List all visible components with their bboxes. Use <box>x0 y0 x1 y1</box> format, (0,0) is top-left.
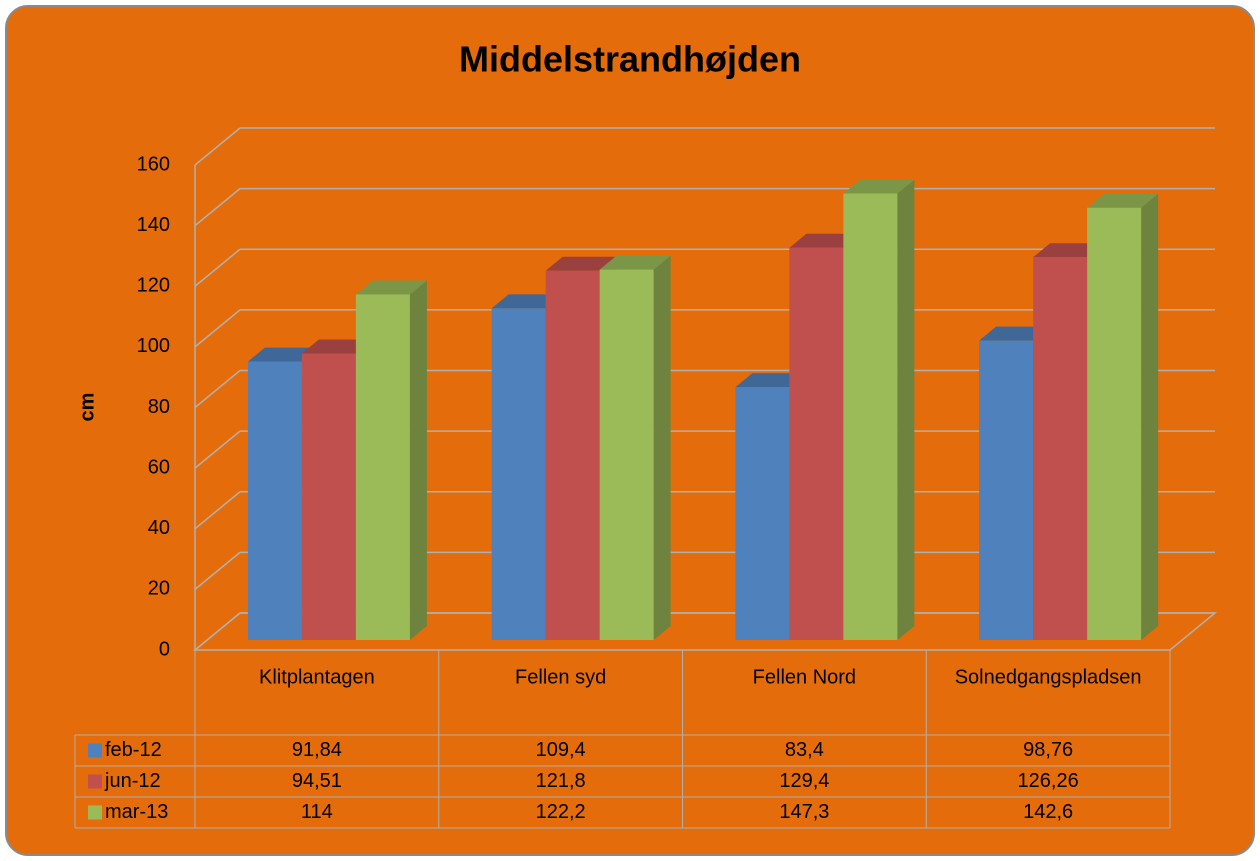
x-tick-label: Klitplantagen <box>259 666 375 688</box>
bar <box>1087 207 1142 640</box>
bar <box>979 340 1034 640</box>
legend-label: jun-12 <box>104 770 161 792</box>
table-value: 114 <box>301 801 333 823</box>
table-value: 142,6 <box>1023 801 1073 823</box>
x-tick-label: Fellen syd <box>515 666 606 688</box>
bar <box>1033 257 1088 640</box>
grid-line-side <box>194 491 241 530</box>
bar-top <box>1033 243 1105 258</box>
grid-line-side <box>194 309 241 348</box>
bar-top <box>735 373 807 388</box>
table-value: 122,2 <box>536 801 586 823</box>
bar-top <box>1087 193 1159 208</box>
y-tick-label: 160 <box>137 153 170 175</box>
table-value: 147,3 <box>779 801 829 823</box>
grid-line-side <box>194 551 241 590</box>
x-tick-label: Fellen Nord <box>753 666 856 688</box>
grid-line-side <box>194 369 241 409</box>
table-value: 121,8 <box>536 770 586 792</box>
y-tick-label: 120 <box>137 275 170 297</box>
bar <box>735 387 790 640</box>
bar-top <box>979 326 1051 341</box>
y-tick-label: 20 <box>148 578 170 600</box>
y-tick-label: 140 <box>137 214 170 236</box>
legend-key <box>88 805 102 820</box>
legend-key <box>88 743 102 758</box>
bar <box>789 247 844 640</box>
y-tick-label: 100 <box>137 335 170 357</box>
bar-top <box>247 347 319 362</box>
table-value: 98,76 <box>1023 739 1073 761</box>
bar-side <box>409 280 427 640</box>
bar <box>301 353 356 640</box>
bar-top <box>301 339 373 354</box>
legend-label: mar-13 <box>105 801 168 823</box>
y-tick-label: 40 <box>148 517 170 539</box>
grid-line-side <box>194 430 241 469</box>
bar-top <box>491 294 563 309</box>
bar <box>355 294 410 640</box>
bar-top <box>545 256 617 271</box>
legend-key <box>88 774 102 789</box>
legend-label: feb-12 <box>105 739 162 761</box>
y-tick-label: 60 <box>148 456 170 478</box>
bar <box>599 269 654 640</box>
table-value: 91,84 <box>292 739 342 761</box>
table-value: 83,4 <box>785 739 824 761</box>
grid-line-side <box>194 248 241 287</box>
bar <box>843 193 898 640</box>
grid-line-side <box>194 188 241 227</box>
y-tick-label: 80 <box>148 396 170 418</box>
table-value: 94,51 <box>292 770 342 792</box>
chart-title: Middelstrandhøjden <box>459 39 801 80</box>
grid-line-side <box>194 127 241 166</box>
grid-line-side <box>194 612 241 651</box>
bar <box>545 270 600 640</box>
bar-top <box>599 255 671 270</box>
bar <box>247 361 302 640</box>
bar-top <box>355 280 427 295</box>
bar-top <box>843 179 915 194</box>
table-value: 126,26 <box>1018 770 1079 792</box>
bar-side <box>897 179 915 640</box>
bar-side <box>1141 193 1159 640</box>
y-tick-label: 0 <box>159 638 170 660</box>
x-tick-label: Solnedgangspladsen <box>955 666 1142 688</box>
bar-top <box>789 233 861 248</box>
y-axis-label: cm <box>76 393 98 422</box>
bar-side <box>653 255 671 641</box>
table-value: 109,4 <box>536 739 586 761</box>
bar <box>491 308 546 640</box>
table-value: 129,4 <box>779 770 829 792</box>
